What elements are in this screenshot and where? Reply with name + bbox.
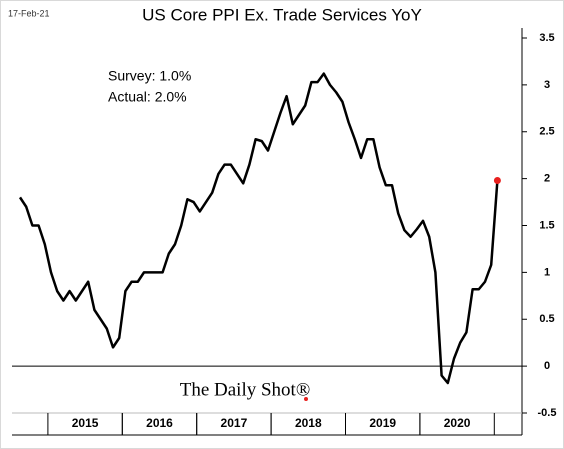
date-stamp: 17-Feb-21 [8, 8, 50, 18]
y-tick-label: 0 [544, 360, 550, 372]
annotation: Survey: 1.0% [108, 68, 191, 84]
y-tick-label: 1.5 [539, 219, 554, 231]
line-series [18, 72, 499, 385]
chart-title: US Core PPI Ex. Trade Services YoY [142, 5, 422, 24]
y-tick-label: 2.5 [539, 126, 554, 138]
x-tick-label: 2017 [221, 416, 248, 430]
y-tick-label: 1 [544, 266, 550, 278]
y-tick-label: 3 [544, 79, 550, 91]
x-tick-label: 2019 [369, 416, 396, 430]
x-tick-label: 2020 [444, 416, 471, 430]
last-point [493, 177, 501, 184]
x-tick-label: 2018 [295, 416, 322, 430]
y-tick-label: 0.5 [539, 313, 554, 325]
annotation: Actual: 2.0% [108, 89, 187, 105]
x-tick-label: 2015 [72, 416, 99, 430]
x-tick-label: 2016 [146, 416, 173, 430]
y-tick-label: 2 [544, 173, 550, 185]
y-tick-label: -0.5 [538, 407, 557, 419]
y-tick-label: 3.5 [539, 32, 554, 44]
logo-dot [304, 397, 308, 401]
source-logo: The Daily Shot® [180, 379, 311, 400]
